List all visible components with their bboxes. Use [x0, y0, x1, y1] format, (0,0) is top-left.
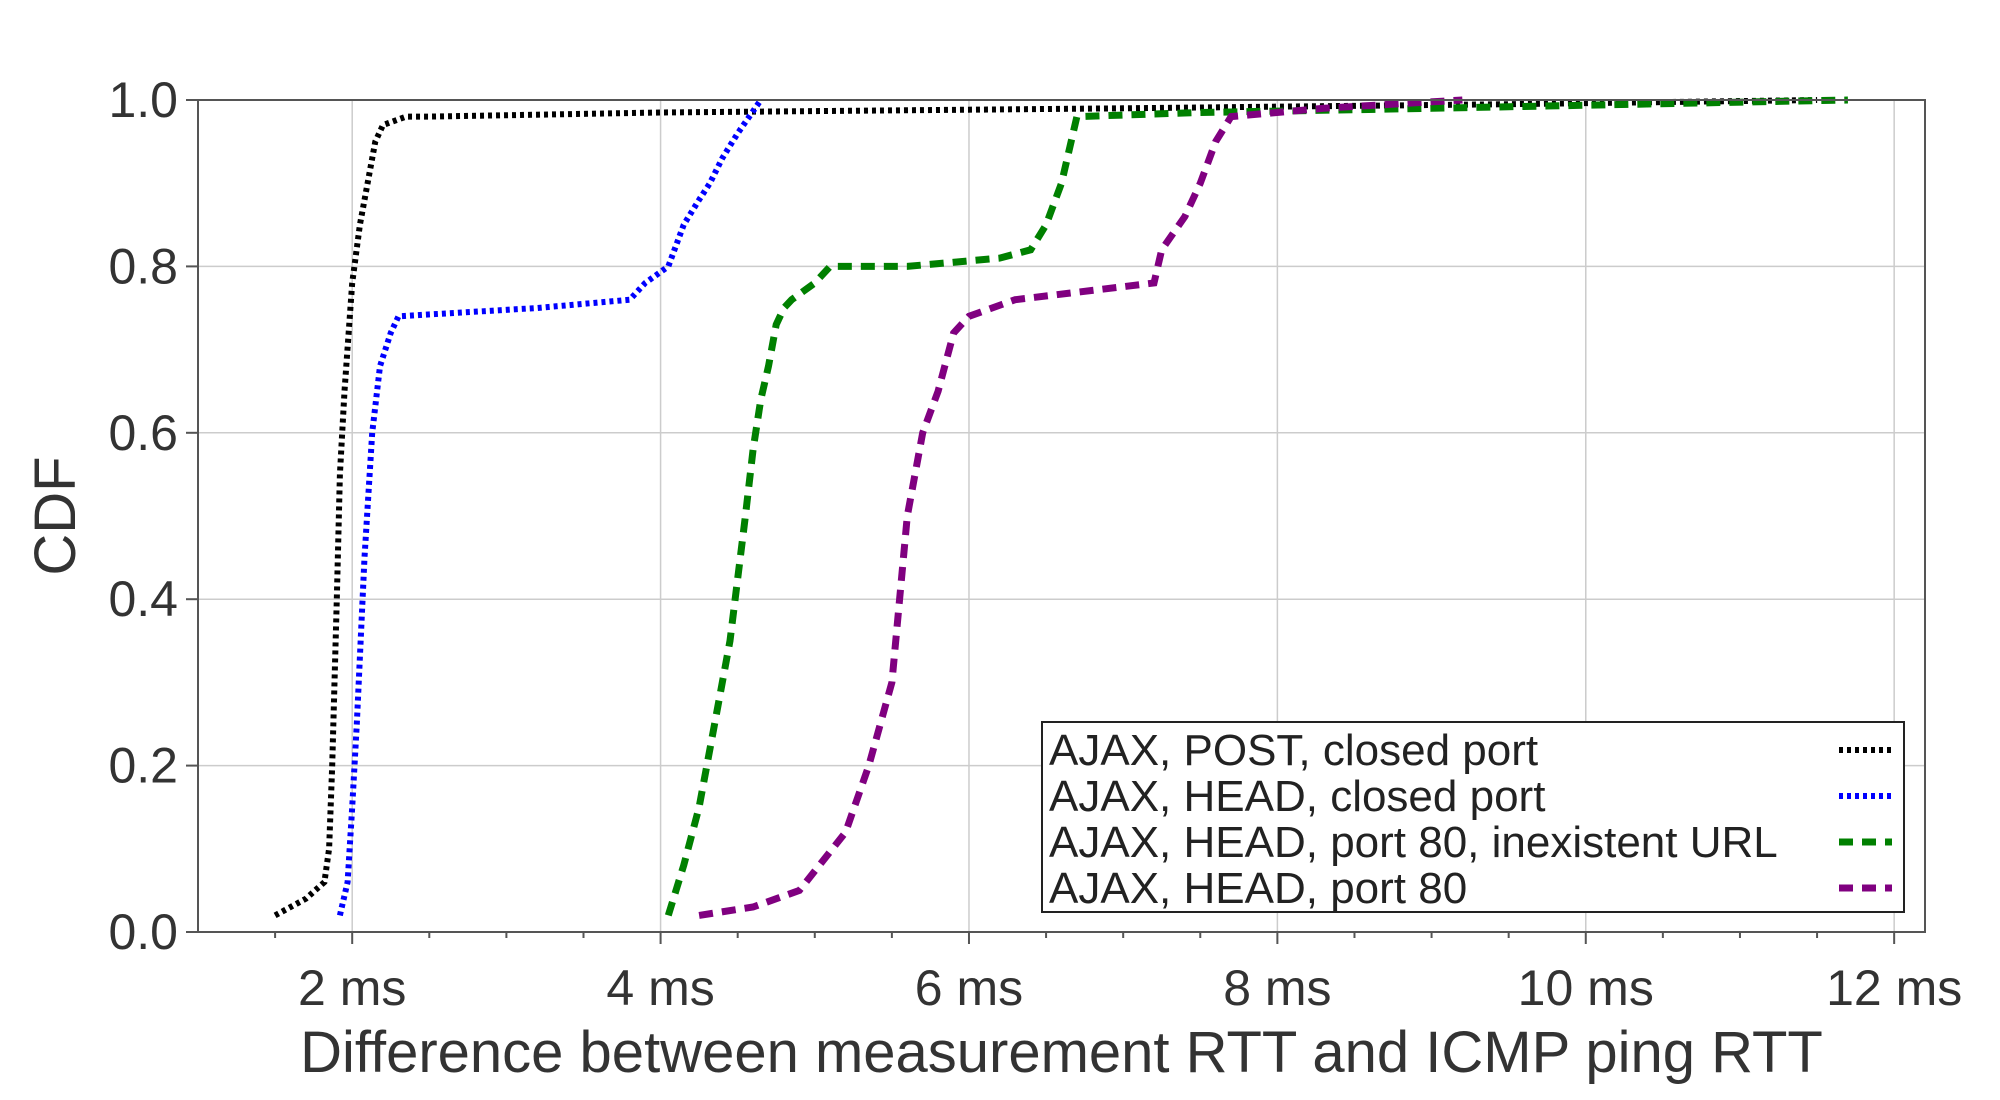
legend-label: AJAX, HEAD, closed port: [1049, 772, 1545, 821]
y-tick-label: 0.4: [108, 571, 178, 627]
legend-label: AJAX, POST, closed port: [1049, 726, 1538, 775]
x-tick-label: 2 ms: [298, 960, 406, 1016]
x-tick-label: 8 ms: [1223, 960, 1331, 1016]
x-axis-title: Difference between measurement RTT and I…: [300, 1020, 1823, 1085]
y-tick-label: 0.0: [108, 904, 178, 960]
x-tick-label: 12 ms: [1826, 960, 1962, 1016]
series-line-2: [336, 98, 764, 917]
y-tick-label: 0.2: [108, 738, 178, 794]
legend-box: [1041, 721, 1905, 913]
legend-label: AJAX, HEAD, port 80, inexistent URL: [1049, 818, 1778, 867]
x-tick-label: 10 ms: [1518, 960, 1654, 1016]
y-tick-label: 0.8: [108, 238, 178, 294]
x-tick-label: 6 ms: [915, 960, 1023, 1016]
legend-label: AJAX, HEAD, port 80: [1049, 864, 1467, 913]
x-tick-label: 4 ms: [606, 960, 714, 1016]
series-line-3: [664, 96, 1848, 917]
y-tick-label: 1.0: [108, 72, 178, 128]
series-line-4: [698, 96, 1463, 919]
series-lines: [273, 96, 1848, 919]
y-tick-label: 0.6: [108, 405, 178, 461]
axis-ticks: [186, 99, 1896, 944]
y-axis-title: CDF: [23, 456, 88, 575]
plot-frame: [197, 99, 1926, 933]
tick-labels: 2 ms 4 ms 6 ms 8 ms 10 ms 12 ms 0.0 0.2 0.4 0.6 0.…: [108, 72, 1962, 1016]
